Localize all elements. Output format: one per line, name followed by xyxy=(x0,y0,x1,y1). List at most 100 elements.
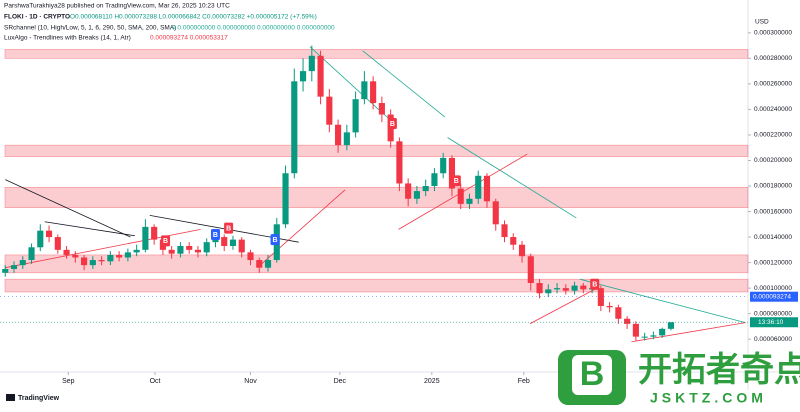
candle-body xyxy=(107,254,114,262)
watermark-letter: B xyxy=(580,355,605,393)
break-marker xyxy=(270,234,280,246)
candle-body xyxy=(264,260,272,268)
sr-zone xyxy=(4,254,749,274)
sr-zone xyxy=(4,144,749,157)
candle-body xyxy=(440,157,447,174)
candle-body xyxy=(396,141,403,184)
candle-body xyxy=(326,96,333,125)
trendline xyxy=(447,137,577,219)
ohlc-legend: O0.000068110 H0.000073288 L0.000066842 C… xyxy=(70,14,317,21)
x-tick-label: Nov xyxy=(244,378,257,385)
candle-body xyxy=(10,265,18,269)
y-tick-label: 0.000240000 xyxy=(754,106,792,113)
candle-body xyxy=(370,81,377,104)
candle-body xyxy=(659,328,666,336)
indicator-name: LuxAlgo - Trendlines with Breaks (14, 1,… xyxy=(4,35,131,42)
y-tick-label: 0.000140000 xyxy=(754,234,792,241)
watermark-domain: JSKTZ.COM xyxy=(650,390,767,406)
candle-body xyxy=(545,289,552,294)
published-note: ParshwaTurakhiya28 published on TradingV… xyxy=(4,3,230,10)
candle-body xyxy=(553,288,561,290)
candle-body xyxy=(510,237,517,245)
y-tick-label: 0.000120000 xyxy=(754,259,792,266)
y-tick-label: 0.000200000 xyxy=(754,157,792,164)
x-tick-label: 2025 xyxy=(424,378,440,385)
candle-body xyxy=(256,260,263,268)
break-marker xyxy=(224,222,234,234)
candle-body xyxy=(343,132,350,146)
candle-body xyxy=(194,249,202,253)
y-tick-label: 0.000160000 xyxy=(754,208,792,215)
candle-body xyxy=(81,257,88,266)
indicator-values: 0 0.000000000 0.000000000 0.000000000 0.… xyxy=(172,25,335,32)
candle-body xyxy=(133,249,140,253)
y-tick-label: 0.000300000 xyxy=(754,30,792,37)
candle-body xyxy=(527,256,534,284)
candle-body xyxy=(466,198,473,204)
trendline xyxy=(362,50,446,118)
candle-body xyxy=(483,175,491,202)
break-label: B xyxy=(163,238,168,245)
y-tick-label: 0.000280000 xyxy=(754,55,792,62)
break-label: B xyxy=(454,178,459,185)
trendline xyxy=(529,288,596,325)
candle-body xyxy=(501,224,508,238)
watermark: B 开拓者奇点 JSKTZ.COM xyxy=(558,350,800,406)
indicator-name: SRchannel (10, High/Low, 5, 1, 6, 290, 5… xyxy=(4,25,176,32)
candle-body xyxy=(650,335,657,337)
y-tick-label: 0.000220000 xyxy=(754,132,792,139)
candle-body xyxy=(63,249,70,255)
candle-body xyxy=(624,318,631,324)
x-tick-label: Feb xyxy=(518,378,530,385)
candle-body xyxy=(378,103,385,115)
trendline xyxy=(631,322,746,343)
candle-body xyxy=(667,322,674,329)
watermark-text: 开拓者奇点 xyxy=(638,351,800,389)
candle-body xyxy=(571,285,578,291)
x-tick-label: Oct xyxy=(150,378,161,385)
y-tick-label: 0.000260000 xyxy=(754,81,792,88)
break-marker xyxy=(210,229,220,241)
candle-body xyxy=(2,268,9,273)
candle-body xyxy=(413,191,420,199)
sr-zone xyxy=(4,49,749,59)
candle-body xyxy=(28,247,35,261)
candle-body xyxy=(124,252,131,258)
trendline xyxy=(579,278,746,323)
break-label: B xyxy=(390,121,395,128)
break-marker xyxy=(590,278,600,290)
candle-body xyxy=(72,254,79,258)
candle-body xyxy=(352,99,359,133)
candle-body xyxy=(606,306,613,308)
break-label: B xyxy=(213,232,218,239)
y-tick-label: 0.000100000 xyxy=(754,285,792,292)
candle-body xyxy=(168,249,175,254)
candle-body xyxy=(247,252,254,261)
candle-body xyxy=(89,260,96,266)
candle-body xyxy=(291,81,298,174)
candle-body xyxy=(641,336,648,338)
candle-body xyxy=(203,242,210,253)
candle-body xyxy=(536,283,543,294)
x-tick-label: Dec xyxy=(334,378,347,385)
candle-body xyxy=(361,81,368,100)
candle-body xyxy=(597,288,604,306)
candle-body xyxy=(632,323,639,337)
candle-body xyxy=(186,246,193,250)
candle-body xyxy=(151,226,158,240)
candle-body xyxy=(492,201,499,225)
trendline xyxy=(5,179,131,238)
y-tick-label: 0.000080000 xyxy=(754,310,792,317)
candle-body xyxy=(221,237,228,246)
candle-body xyxy=(37,230,44,248)
symbol: FLOKI · 1D · CRYPTO xyxy=(4,14,70,21)
y-tick-label: 0.000180000 xyxy=(754,183,792,190)
break-label: B xyxy=(592,282,597,289)
candle-body xyxy=(177,246,184,254)
trendline xyxy=(44,221,135,237)
break-label: B xyxy=(226,225,231,232)
candle-body xyxy=(431,173,438,186)
